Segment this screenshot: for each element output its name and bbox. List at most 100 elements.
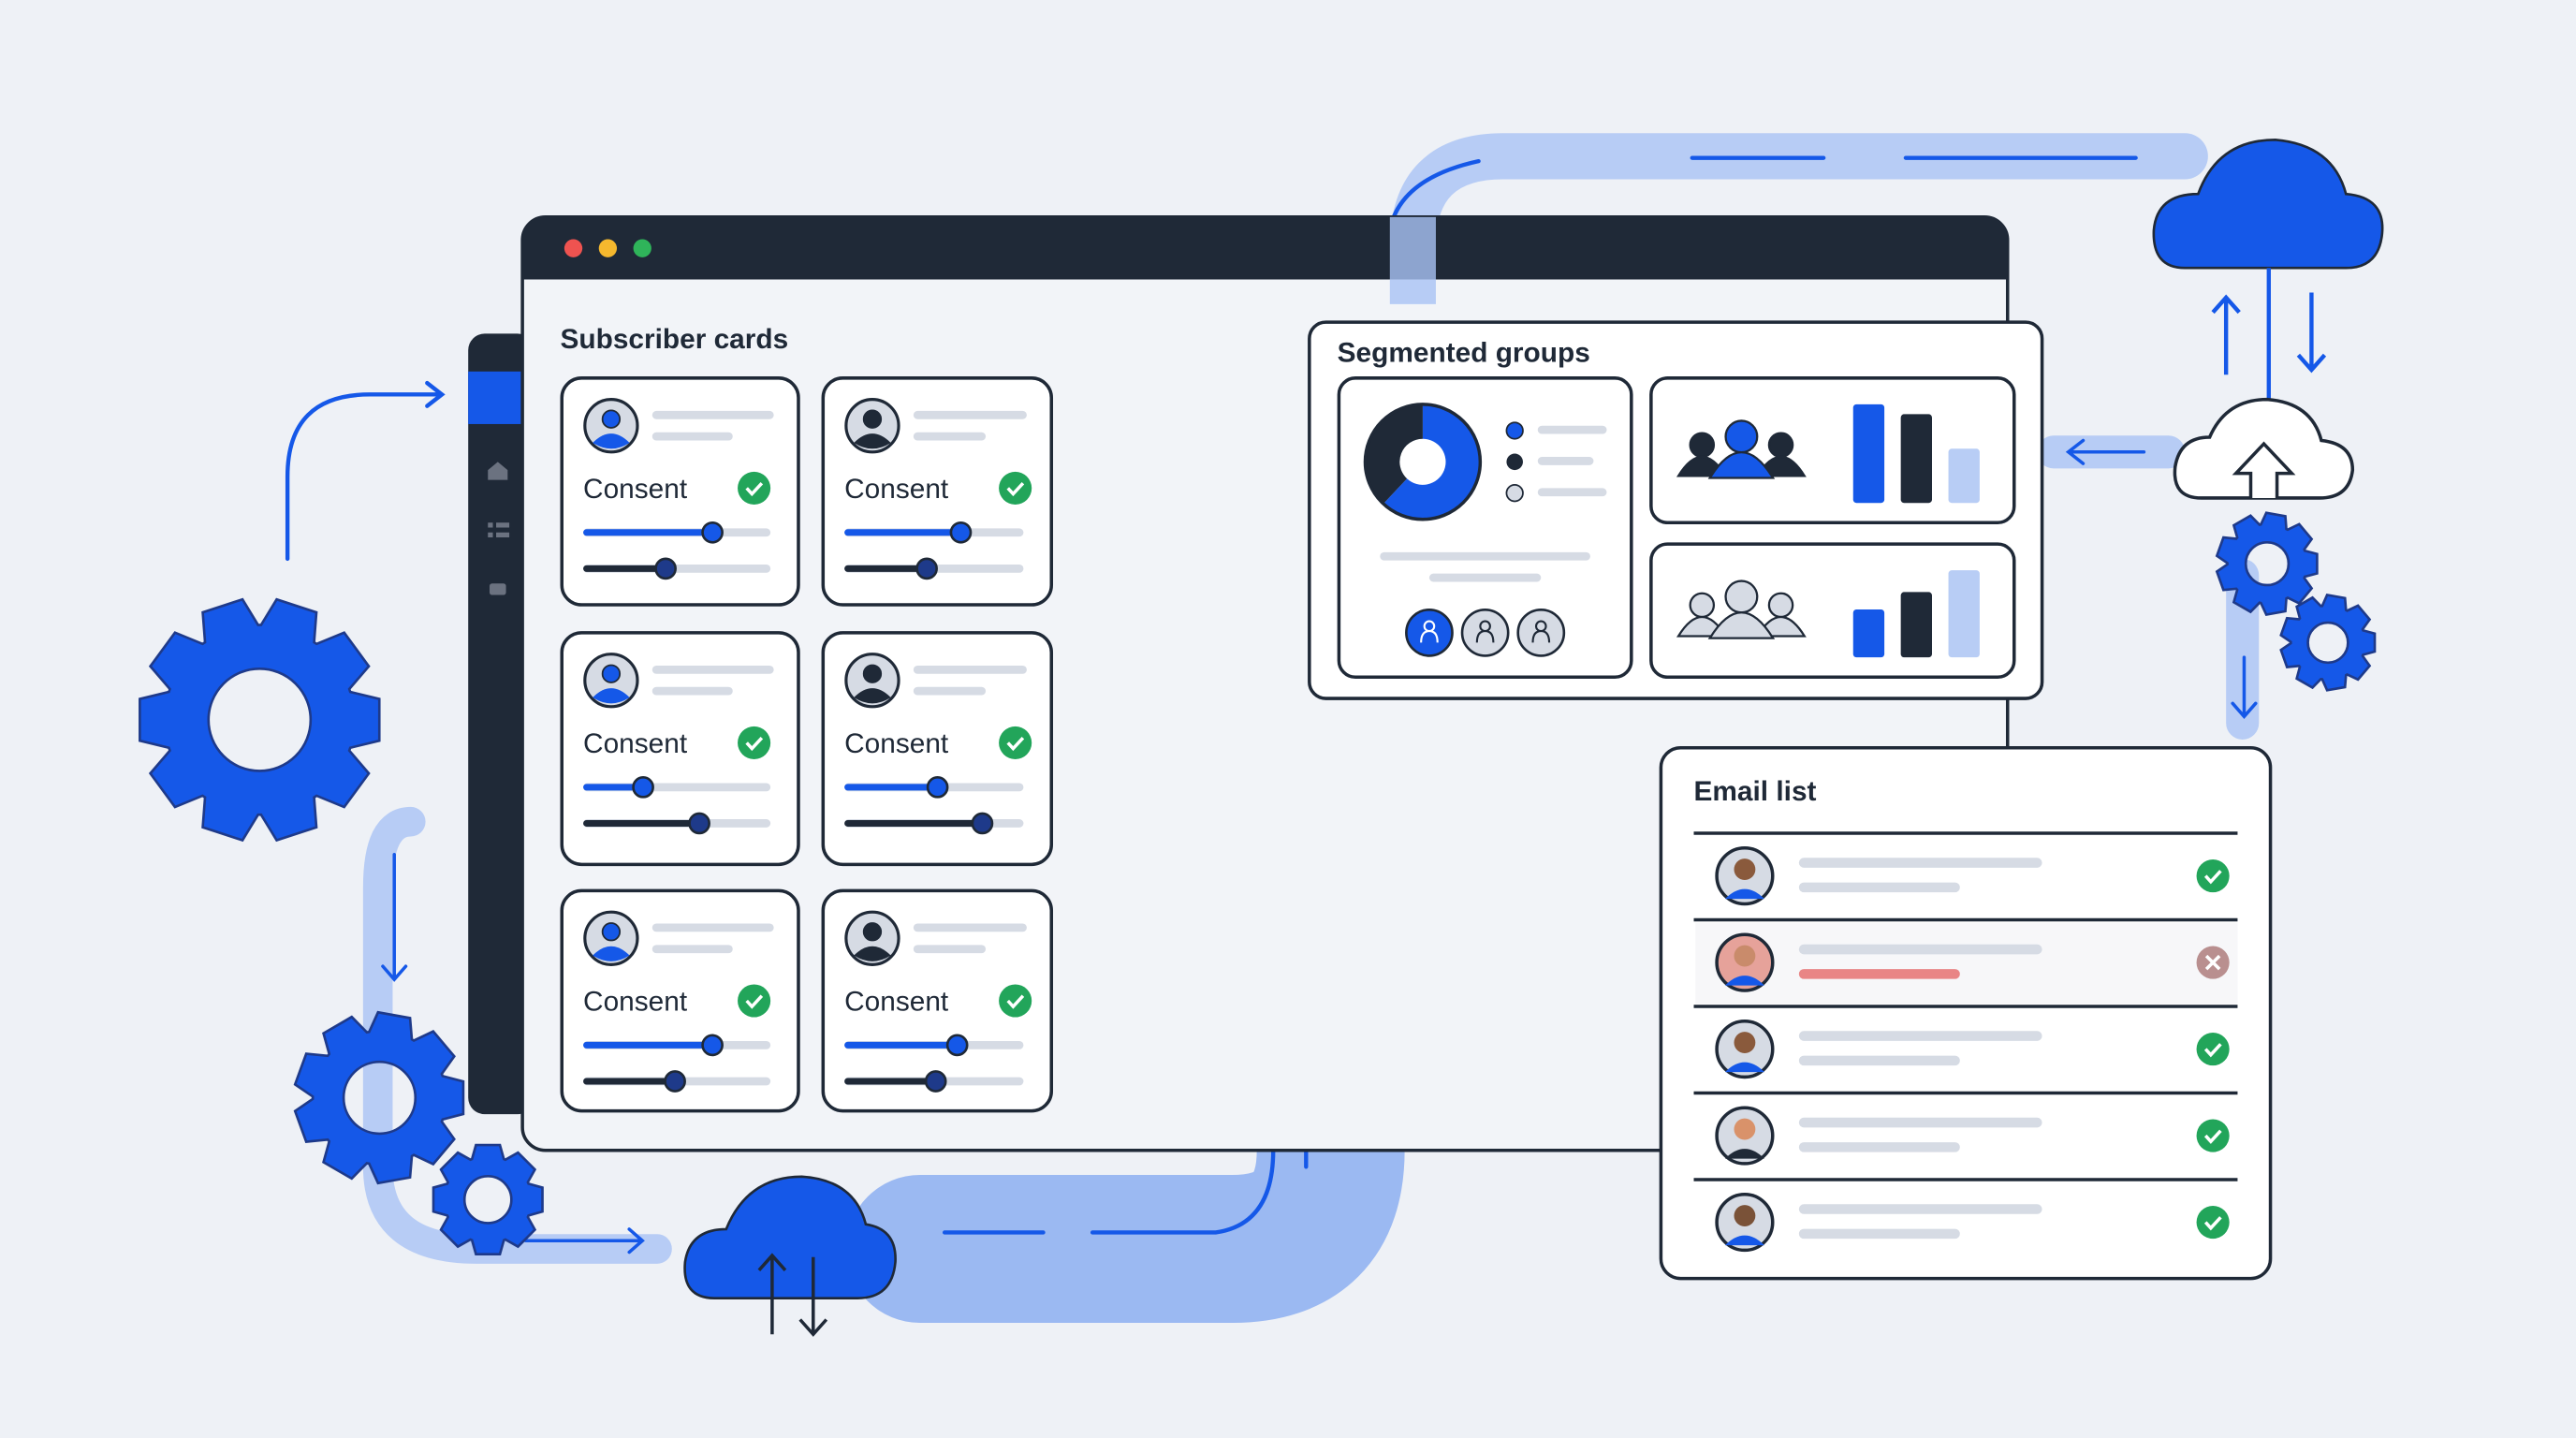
group-card[interactable] xyxy=(1649,376,2016,525)
avatar-face xyxy=(1734,1205,1756,1226)
x-mark xyxy=(2204,954,2221,971)
window-minimize-button[interactable] xyxy=(598,239,618,257)
placeholder-line xyxy=(913,432,987,441)
avatar-body xyxy=(593,688,630,704)
check-mark xyxy=(1006,481,1025,497)
person-body xyxy=(1707,451,1776,479)
subscriber-card[interactable]: Consent xyxy=(560,376,800,607)
check-icon xyxy=(999,471,1032,505)
avatar-face xyxy=(1734,858,1756,880)
consent-label: Consent xyxy=(844,987,949,1018)
primary-slider-handle[interactable] xyxy=(701,521,724,544)
cloud-upload xyxy=(2173,397,2355,500)
slider-fill xyxy=(844,784,938,791)
slider-fill xyxy=(583,529,713,536)
check-mark xyxy=(2203,1216,2222,1231)
email-placeholder xyxy=(1798,944,2042,955)
placeholder-line xyxy=(913,410,1027,419)
users-icon xyxy=(1475,620,1495,643)
avatar-body xyxy=(854,688,891,704)
check-icon xyxy=(738,471,771,505)
secondary-slider-handle[interactable] xyxy=(688,812,710,835)
email-list-title: Email list xyxy=(1694,776,1817,807)
secondary-slider-handle[interactable] xyxy=(924,1070,947,1093)
email-list-panel: Email list xyxy=(1659,745,2273,1281)
home-icon[interactable] xyxy=(488,462,508,480)
segment-button-circle[interactable] xyxy=(1516,608,1566,657)
name-placeholder xyxy=(1798,1142,1960,1152)
window-maximize-button[interactable] xyxy=(633,239,651,257)
segmented-groups-title: Segmented groups xyxy=(1338,337,1590,368)
subscriber-card[interactable]: Consent xyxy=(821,376,1054,607)
gear-icon xyxy=(139,597,381,843)
avatar-face xyxy=(1734,1032,1756,1053)
donut-slice xyxy=(1365,404,1423,505)
check-icon xyxy=(999,726,1032,759)
list-icon[interactable] xyxy=(488,522,510,538)
check-mark xyxy=(2203,1043,2222,1058)
donut-slice xyxy=(1383,404,1481,520)
avatar-shirt xyxy=(1724,888,1764,900)
sidebar xyxy=(468,333,534,1115)
primary-slider-handle[interactable] xyxy=(949,521,973,544)
email-row[interactable] xyxy=(1715,846,2230,906)
avatar-shirt xyxy=(1724,1235,1764,1246)
avatar-head xyxy=(862,922,883,942)
person-body xyxy=(1707,611,1776,639)
secondary-slider-handle[interactable] xyxy=(971,812,994,835)
avatar-shirt xyxy=(1724,1062,1764,1073)
placeholder-line xyxy=(651,410,774,419)
check-mark xyxy=(745,481,764,497)
placeholder-line xyxy=(651,432,733,441)
group-outline-icon xyxy=(1676,580,1807,639)
avatar-shirt xyxy=(1724,976,1764,986)
window-close-button[interactable] xyxy=(564,239,583,257)
gear-icon xyxy=(2215,511,2319,617)
segment-button-circle[interactable] xyxy=(1460,608,1510,657)
email-row[interactable] xyxy=(1715,1020,2230,1079)
secondary-slider-handle[interactable] xyxy=(915,557,938,580)
bar xyxy=(1852,609,1885,658)
placeholder-line xyxy=(651,945,733,954)
gear-icon xyxy=(432,1143,544,1255)
email-row[interactable] xyxy=(1715,1106,2230,1166)
subscriber-card[interactable]: Consent xyxy=(821,631,1054,867)
email-row[interactable] xyxy=(1715,1192,2230,1253)
subscriber-card[interactable]: Consent xyxy=(560,631,800,867)
person-head xyxy=(1767,432,1794,459)
folder-icon[interactable] xyxy=(490,583,506,595)
email-error-bar xyxy=(1798,969,1960,979)
email-placeholder xyxy=(1798,858,2042,868)
users-icon xyxy=(1420,620,1439,643)
segment-button[interactable] xyxy=(1460,608,1510,657)
consent-label: Consent xyxy=(583,474,688,505)
segment-button[interactable] xyxy=(1405,608,1454,657)
bar xyxy=(1900,592,1932,658)
slider-fill xyxy=(583,565,666,572)
primary-slider-handle[interactable] xyxy=(945,1034,969,1057)
gears xyxy=(139,511,2377,1255)
slider-fill xyxy=(583,1041,713,1049)
segment-button[interactable] xyxy=(1516,608,1566,657)
consent-label: Consent xyxy=(583,987,688,1018)
primary-slider-handle[interactable] xyxy=(701,1034,724,1057)
email-row[interactable] xyxy=(1695,922,2238,1004)
avatar-head xyxy=(862,409,883,429)
subscriber-card[interactable]: Consent xyxy=(560,888,800,1113)
secondary-slider-handle[interactable] xyxy=(654,557,677,580)
secondary-slider-handle[interactable] xyxy=(664,1070,686,1093)
primary-slider-handle[interactable] xyxy=(926,775,949,799)
avatar-body xyxy=(593,946,630,961)
donut-outline xyxy=(1363,403,1483,521)
slider-fill xyxy=(583,1078,676,1085)
segment-buttons xyxy=(1405,608,1566,657)
donut-legend xyxy=(1505,421,1607,503)
check-icon xyxy=(2196,1033,2230,1066)
subscriber-card[interactable]: Consent xyxy=(821,888,1054,1113)
arrow-down-icon xyxy=(2296,292,2327,374)
check-icon xyxy=(2196,859,2230,893)
primary-slider-handle[interactable] xyxy=(632,775,654,799)
segment-button-circle[interactable] xyxy=(1405,608,1454,657)
group-card[interactable] xyxy=(1649,542,2016,679)
bar xyxy=(1948,570,1980,658)
